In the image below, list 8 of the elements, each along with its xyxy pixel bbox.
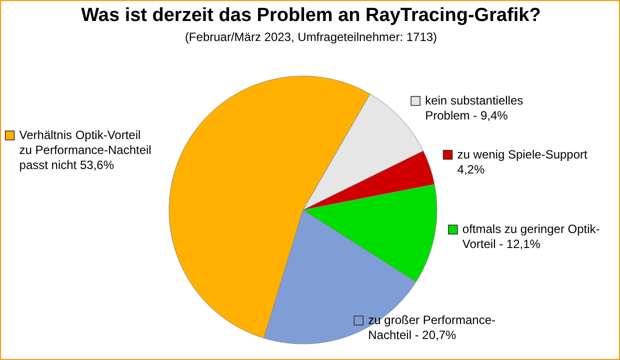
legend-label: oftmals zu geringer Optik-Vorteil - 12,1% <box>462 222 600 252</box>
chart-title: Was ist derzeit das Problem an RayTracing-Grafik? <box>80 5 542 27</box>
legend-label: kein substantielles Problem - 9,4% <box>425 94 524 123</box>
legend-label: Verhältnis Optik-Vorteil zu Performance-Nachteil passt nicht 53,6% <box>19 128 152 172</box>
chart-subtitle: (Februar/März 2023, Umfrageteilnehmer: 1713) <box>184 30 438 44</box>
legend-label: zu wenig Spiele-Support <box>457 147 588 162</box>
legend-label: zu großer Performance-Nachteil - 20,7% <box>368 313 496 342</box>
data-label: 4,2% <box>457 162 485 176</box>
